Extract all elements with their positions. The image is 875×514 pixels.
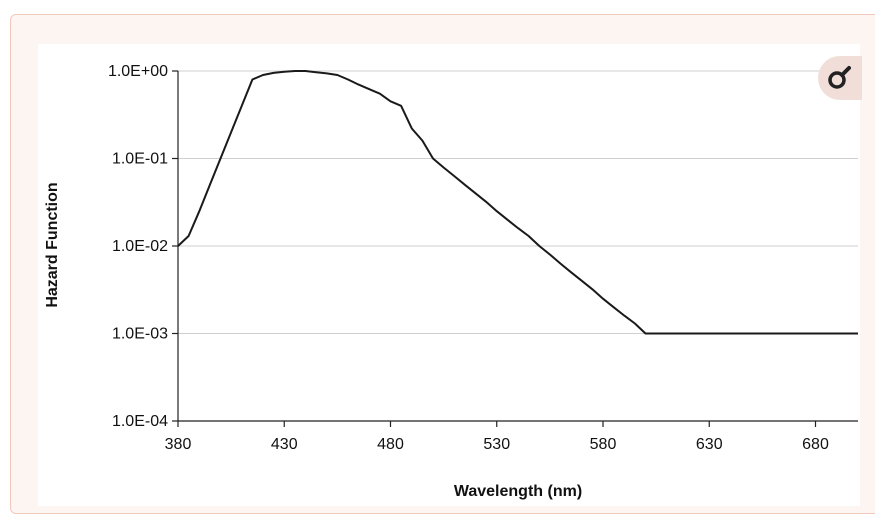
x-tick-labels: 380 430 480 530 580 630 680	[165, 436, 829, 453]
y-tick-label: 1.0E-03	[112, 326, 168, 343]
series-line-0	[177, 70, 858, 335]
y-tick-label: 1.0E+00	[108, 63, 168, 80]
x-tick-label: 630	[696, 436, 723, 453]
axes	[172, 70, 858, 427]
y-tick-label: 1.0E-01	[112, 151, 168, 168]
x-tick-label: 580	[590, 436, 617, 453]
x-tick-label: 380	[165, 436, 192, 453]
magnify-icon	[828, 66, 851, 89]
y-axis-title: Hazard Function	[44, 182, 61, 307]
x-axis-title: Wavelength (nm)	[454, 483, 582, 500]
zoom-button[interactable]	[818, 56, 862, 100]
series-layer	[177, 70, 858, 335]
gridlines	[178, 70, 858, 334]
x-tick-label: 430	[271, 436, 298, 453]
x-tick-label: 530	[483, 436, 510, 453]
plot-background	[38, 44, 860, 506]
x-tick-label: 480	[377, 436, 404, 453]
x-tick-label: 680	[802, 436, 829, 453]
y-tick-label: 1.0E-04	[112, 413, 168, 430]
y-tick-label: 1.0E-02	[112, 238, 168, 255]
y-tick-labels: 1.0E+00 1.0E-01 1.0E-02 1.0E-03 1.0E-04	[108, 63, 168, 430]
